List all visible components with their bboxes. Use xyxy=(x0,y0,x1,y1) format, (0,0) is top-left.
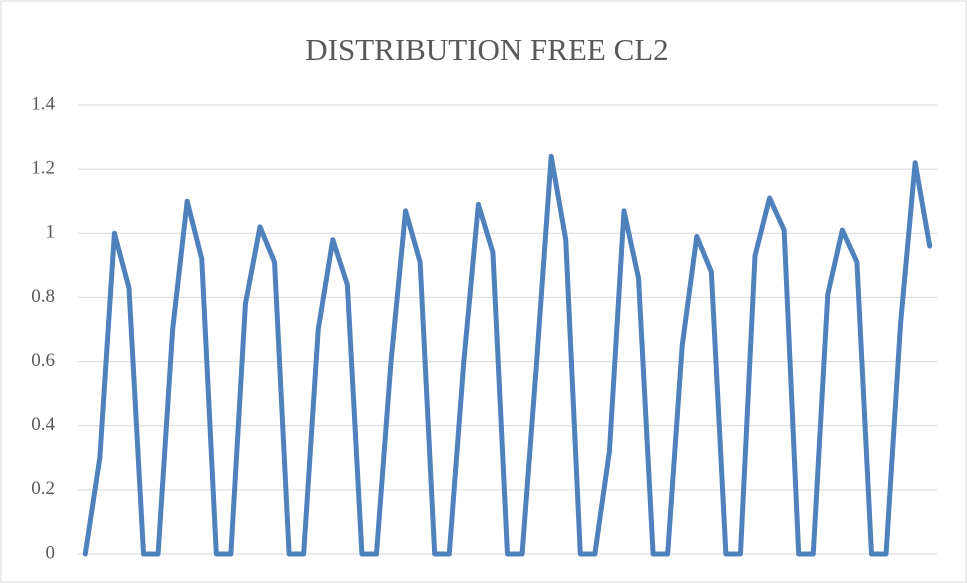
y-tick-label: 0.4 xyxy=(31,414,55,435)
y-tick-label: 0.8 xyxy=(31,286,55,307)
y-tick-label: 0.2 xyxy=(31,478,55,499)
data-line xyxy=(82,153,933,557)
y-tick-label: 0.6 xyxy=(31,350,55,371)
y-tick-label: 1.2 xyxy=(31,158,55,179)
y-tick-label: 1 xyxy=(46,222,56,243)
y-tick-label: 0 xyxy=(46,542,56,563)
chart-title: DISTRIBUTION FREE CL2 xyxy=(305,32,668,67)
y-tick-label: 1.4 xyxy=(31,93,55,114)
